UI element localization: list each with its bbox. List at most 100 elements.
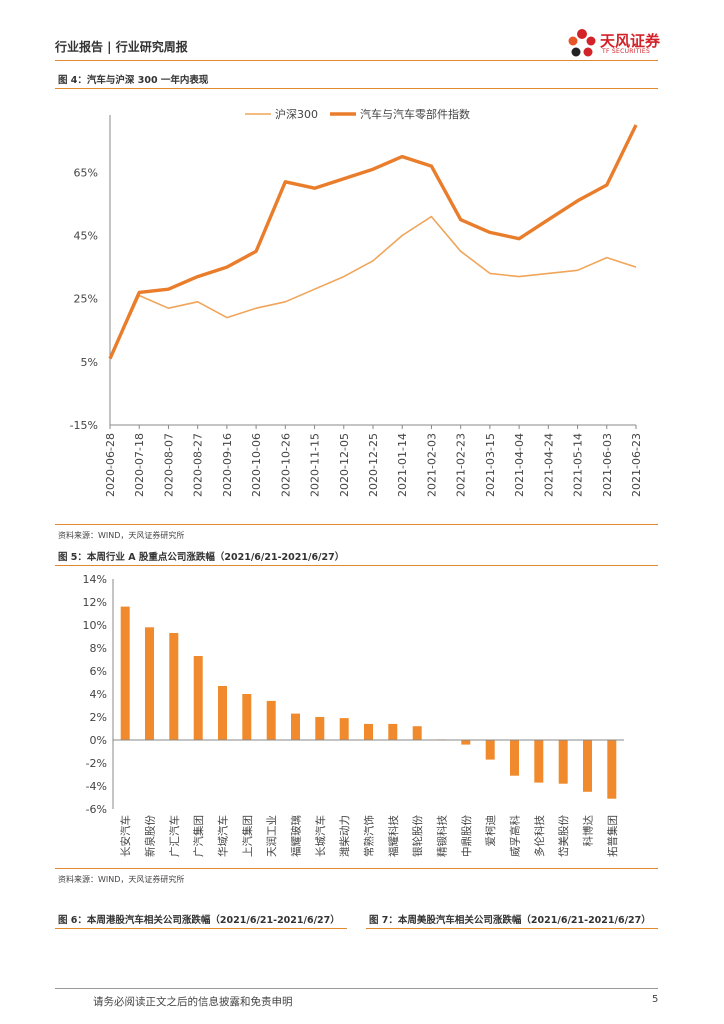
category-label: 银轮股份 (411, 815, 424, 857)
fig5-bottom-rule (55, 868, 658, 869)
y-tick-label: 25% (74, 293, 98, 306)
bar (510, 740, 519, 776)
bar (583, 740, 592, 792)
category-label: 科博达 (582, 815, 595, 847)
x-tick-label: 2021-03-15 (484, 433, 497, 497)
x-tick-label: 2020-08-27 (192, 433, 205, 497)
bar (607, 740, 617, 799)
fig5-title: 图 5：本周行业 A 股重点公司涨跌幅（2021/6/21-2021/6/27） (58, 552, 345, 563)
footer-disclaimer: 请务必阅读正文之后的信息披露和免责申明 (93, 996, 293, 1008)
category-label: 精锻科技 (436, 815, 449, 857)
y-tick-label: 5% (81, 356, 98, 369)
logo-name-cn: 天风证券 (600, 32, 661, 50)
fig4-title: 图 4：汽车与沪深 300 一年内表现 (58, 75, 209, 86)
category-label: 长安汽车 (119, 815, 132, 857)
bar (218, 686, 227, 740)
bar (461, 740, 471, 745)
category-label: 长城汽车 (314, 815, 327, 857)
x-tick-label: 2021-06-03 (601, 433, 614, 497)
bar (534, 740, 544, 783)
category-label: 广汽集团 (192, 815, 205, 857)
fig6-rule (55, 928, 347, 929)
category-label: 中鼎股份 (460, 815, 473, 857)
y-tick-label: -2% (86, 757, 107, 770)
bar (315, 717, 325, 740)
y-tick-label: -6% (86, 803, 107, 816)
y-tick-label: -4% (86, 780, 107, 793)
legend-label: 汽车与汽车零部件指数 (360, 107, 470, 121)
x-tick-label: 2020-12-25 (367, 433, 380, 497)
fig6-title: 图 6：本周港股汽车相关公司涨跌幅（2021/6/21-2021/6/27） (58, 915, 340, 926)
bar (339, 718, 349, 740)
bar (364, 723, 373, 740)
bar (242, 694, 252, 740)
fig7-rule (366, 928, 658, 929)
category-label: 威孚高科 (509, 815, 522, 857)
y-tick-label: 14% (83, 573, 107, 586)
x-tick-label: 2021-04-04 (513, 433, 526, 497)
line-chart: 65% 45% 25% 5% -15% 2020-06-28 2020-07-18 2020-… (70, 107, 643, 497)
header-divider (55, 60, 658, 61)
category-label: 天润工业 (265, 815, 278, 857)
category-label: 潍柴动力 (338, 815, 351, 857)
fig4-bottom-rule (55, 524, 658, 525)
x-tick-label: 2020-10-06 (250, 433, 263, 497)
bar (412, 726, 422, 740)
fig4-top-rule (55, 88, 658, 89)
auto-index-line (108, 124, 638, 360)
x-tick-label: 2020-12-05 (338, 433, 351, 497)
category-label: 广汇汽车 (168, 815, 181, 857)
x-tick-label: 2020-11-15 (309, 433, 322, 497)
x-tick-label: 2021-02-03 (425, 433, 438, 497)
category-label: 岱美股份 (557, 815, 570, 857)
bar (120, 606, 130, 740)
legend-label: 沪深300 (275, 107, 318, 121)
x-tick-label: 2020-10-26 (279, 433, 292, 497)
report-header: 行业报告 | 行业研究周报 (55, 40, 188, 54)
y-tick-label: 4% (90, 688, 107, 701)
bar-chart: 14% 12% 10% 8% 6% 4% 2% 0% -2% -4% -6% 长安汽车 新泉股份 广汇汽车… (83, 573, 624, 857)
x-tick-label: 2021-05-14 (572, 433, 585, 497)
page-number: 5 (652, 994, 659, 1005)
bar (193, 656, 203, 740)
x-tick-label: 2020-09-16 (221, 433, 234, 497)
category-label: 多伦科技 (533, 815, 546, 857)
y-tick-label: 10% (83, 619, 107, 632)
x-tick-label: 2021-01-14 (396, 433, 409, 497)
category-label: 上汽集团 (241, 815, 254, 857)
y-tick-label: -15% (70, 419, 98, 432)
bar (388, 723, 398, 740)
category-label: 新泉股份 (144, 815, 157, 857)
category-label: 华域汽车 (217, 815, 230, 857)
bar (558, 740, 568, 784)
footer-divider (55, 988, 658, 989)
y-tick-label: 65% (74, 166, 98, 179)
fig7-title: 图 7：本周美股汽车相关公司涨跌幅（2021/6/21-2021/6/27） (369, 915, 651, 926)
y-tick-label: 12% (83, 596, 107, 609)
y-tick-label: 8% (90, 642, 107, 655)
y-tick-label: 45% (74, 230, 98, 243)
fig4-source: 资料来源：WIND，天风证券研究所 (58, 531, 185, 540)
x-tick-label: 2020-07-18 (133, 433, 146, 497)
x-tick-label: 2020-08-07 (162, 433, 175, 497)
x-tick-label: 2021-02-23 (455, 433, 468, 497)
bar (291, 713, 300, 740)
y-tick-label: 2% (90, 711, 107, 724)
company-logo: 天风证券 TF SECURITIES (566, 26, 676, 62)
bar (266, 700, 276, 740)
x-tick-label: 2020-06-28 (104, 433, 117, 497)
category-label: 福耀玻璃 (290, 815, 303, 857)
category-label: 福耀科技 (387, 815, 400, 857)
category-label: 拓普集团 (606, 815, 619, 857)
y-tick-label: 6% (90, 665, 107, 678)
logo-name-en: TF SECURITIES (602, 48, 651, 55)
bar (485, 740, 495, 760)
y-tick-label: 0% (90, 734, 107, 747)
logo-flower-icon (568, 29, 596, 57)
category-label: 常熟汽饰 (363, 815, 376, 857)
fig5-top-rule (55, 565, 658, 566)
bar (169, 633, 179, 740)
x-tick-label: 2021-04-24 (542, 433, 555, 497)
bar (145, 627, 154, 740)
fig5-source: 资料来源：WIND，天风证券研究所 (58, 875, 185, 884)
